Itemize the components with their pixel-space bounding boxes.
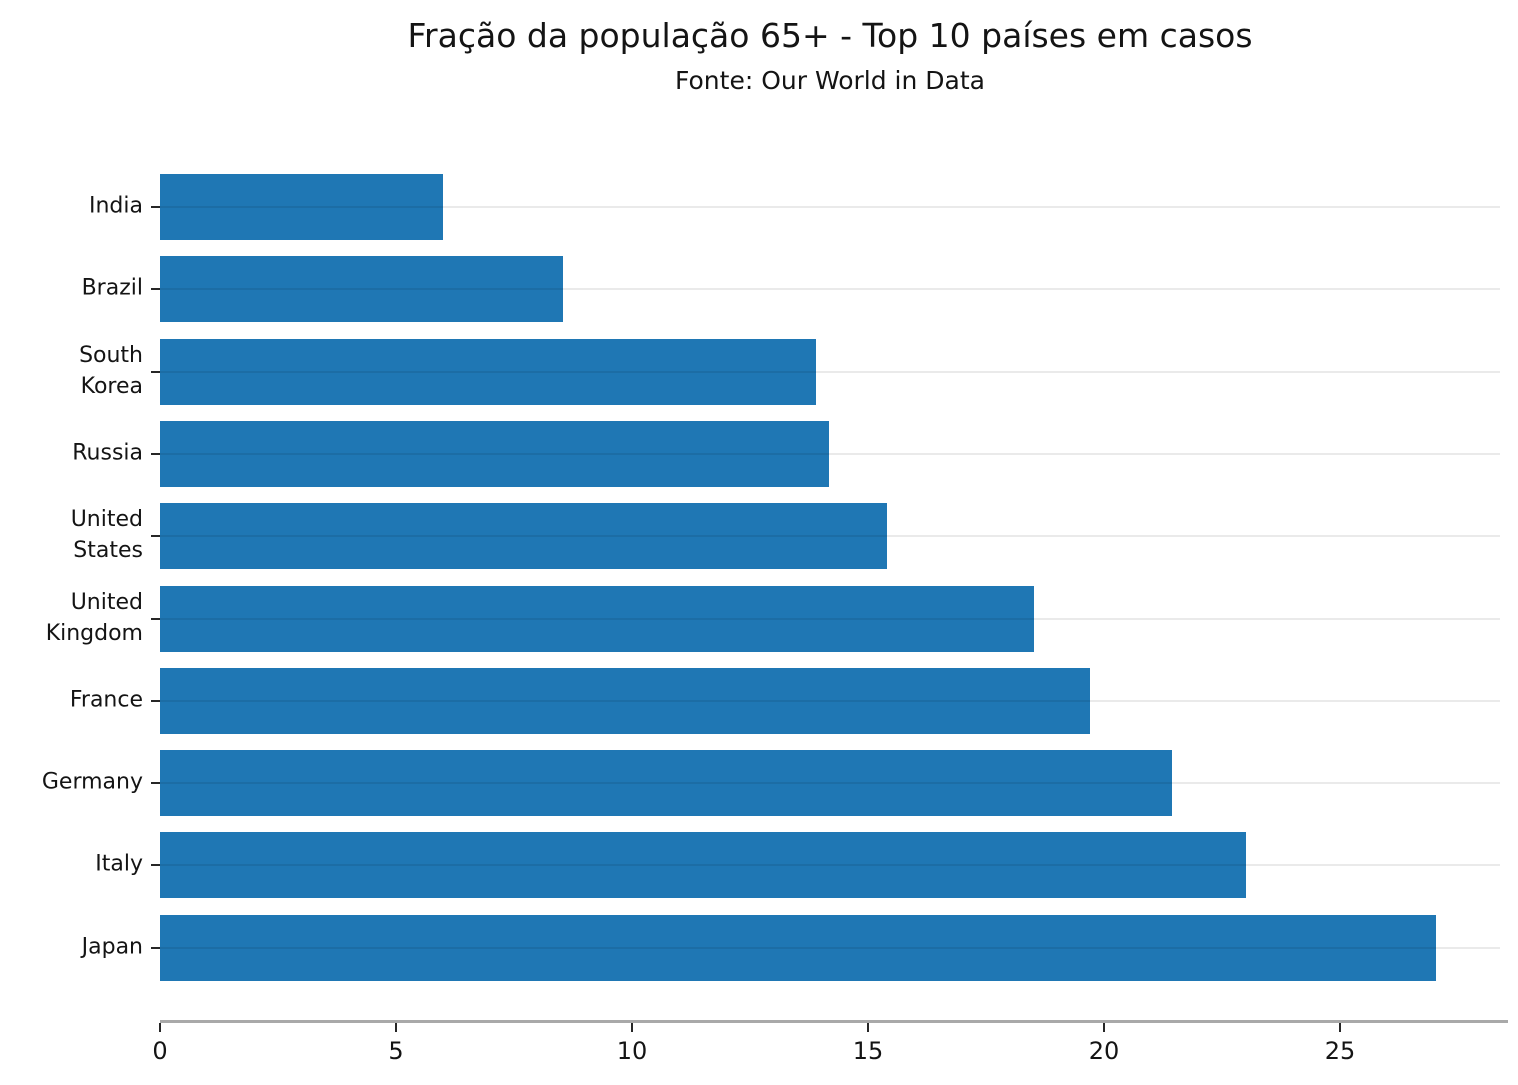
y-tick-italy	[151, 864, 160, 866]
x-tick-5	[395, 1023, 397, 1032]
gridline-germany	[160, 782, 1500, 784]
x-tick-label-10: 10	[616, 1037, 648, 1065]
y-tick-japan	[151, 947, 160, 949]
x-tick-label-5: 5	[388, 1037, 404, 1065]
chart-subtitle: Fonte: Our World in Data	[675, 66, 985, 95]
bar-russia	[160, 421, 829, 487]
y-tick-russia	[151, 453, 160, 455]
x-tick-10	[631, 1023, 633, 1032]
gridline-italy	[160, 864, 1500, 866]
y-label-japan: Japan	[81, 934, 143, 960]
bar-germany	[160, 750, 1172, 816]
y-tick-south-korea	[151, 371, 160, 373]
bar-india	[160, 174, 443, 240]
gridline-india	[160, 206, 1500, 208]
y-label-russia: Russia	[72, 440, 143, 466]
x-tick-label-0: 0	[152, 1037, 168, 1065]
gridline-france	[160, 700, 1500, 702]
y-tick-germany	[151, 782, 160, 784]
bar-japan	[160, 915, 1436, 981]
bar-united-kingdom	[160, 586, 1034, 652]
y-label-italy: Italy	[95, 851, 143, 877]
x-tick-20	[1103, 1023, 1105, 1032]
y-tick-united-states	[151, 535, 160, 537]
y-axis-labels: India Brazil South Korea Russia United State…	[0, 133, 143, 1022]
x-tick-label-25: 25	[1324, 1037, 1356, 1065]
y-label-germany: Germany	[41, 769, 143, 795]
x-axis-spine	[160, 1020, 1508, 1023]
gridline-south-korea	[160, 371, 1500, 373]
bar-united-states	[160, 503, 887, 569]
x-tick-label-20: 20	[1088, 1037, 1120, 1065]
gridline-united-kingdom	[160, 618, 1500, 620]
gridline-united-states	[160, 535, 1500, 537]
x-tick-0	[159, 1023, 161, 1032]
y-tick-france	[151, 700, 160, 702]
y-label-united-states: United States	[70, 507, 143, 563]
bar-south-korea	[160, 339, 816, 405]
bar-italy	[160, 832, 1246, 898]
gridline-russia	[160, 453, 1500, 455]
gridline-japan	[160, 947, 1500, 949]
x-tick-25	[1339, 1023, 1341, 1032]
y-tick-brazil	[151, 288, 160, 290]
y-tick-india	[151, 206, 160, 208]
y-tick-united-kingdom	[151, 618, 160, 620]
gridline-brazil	[160, 288, 1500, 290]
chart-title: Fração da população 65+ - Top 10 países …	[407, 16, 1253, 55]
bar-brazil	[160, 256, 563, 322]
y-label-brazil: Brazil	[81, 275, 143, 301]
bar-france	[160, 668, 1090, 734]
plot-area	[151, 133, 1500, 1022]
y-label-south-korea: South Korea	[79, 343, 143, 399]
x-tick-label-15: 15	[852, 1037, 884, 1065]
y-label-india: India	[89, 193, 143, 219]
x-tick-15	[867, 1023, 869, 1032]
y-label-france: France	[69, 687, 143, 713]
y-label-united-kingdom: United Kingdom	[45, 590, 143, 646]
